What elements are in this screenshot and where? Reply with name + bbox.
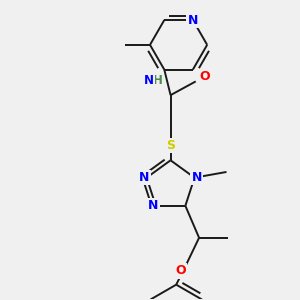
Text: S: S <box>166 139 175 152</box>
Text: H: H <box>153 74 163 87</box>
Text: N: N <box>148 199 159 212</box>
Text: O: O <box>200 70 210 83</box>
Text: N: N <box>192 171 202 184</box>
Text: N: N <box>139 171 150 184</box>
Text: O: O <box>176 264 186 278</box>
Text: N: N <box>188 14 198 27</box>
Text: N: N <box>144 74 154 87</box>
